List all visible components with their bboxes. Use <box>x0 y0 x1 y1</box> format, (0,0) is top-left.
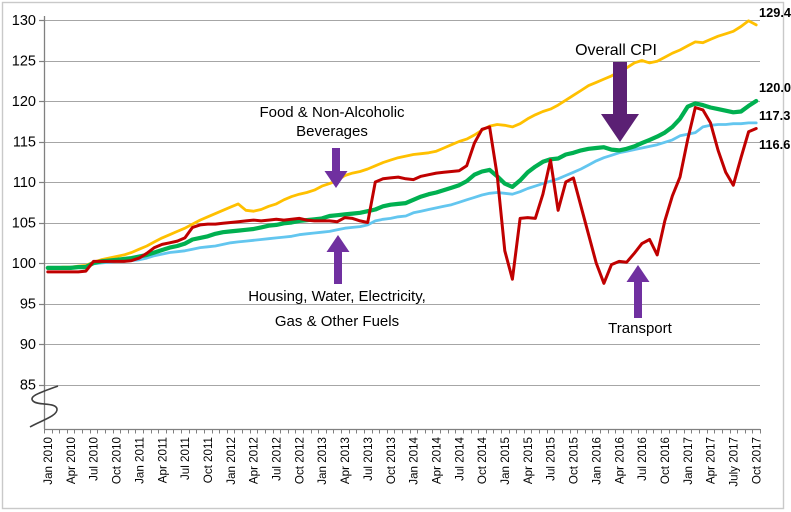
series-line-food <box>46 19 758 270</box>
x-axis-label: Jul 2016 <box>636 437 649 481</box>
x-axis-label: Jan 2012 <box>225 437 238 485</box>
x-axis-label: Apr 2011 <box>156 437 169 483</box>
x-axis-label: Apr 2017 <box>705 437 718 484</box>
y-axis-label: 90 <box>20 337 36 353</box>
x-axis-label: Oct 2012 <box>293 437 306 484</box>
x-axis-label: Jan 2011 <box>133 437 146 484</box>
end-label-food: 129.4 <box>759 5 791 20</box>
y-axis-label: 125 <box>12 54 36 70</box>
annotation-cpi-text: Overall CPI <box>575 42 657 59</box>
series-line-housing <box>46 121 758 270</box>
x-axis-label: Oct 2011 <box>202 437 215 483</box>
x-axis-label: Jul 2014 <box>453 436 466 480</box>
series-line-overall-cpi <box>45 98 759 270</box>
x-axis-label: Apr 2013 <box>339 437 352 484</box>
y-axis-label: 120 <box>12 94 36 110</box>
x-axis-label: Jul 2012 <box>271 437 284 481</box>
y-axis-label: 130 <box>12 13 36 29</box>
x-axis-label: Oct 2010 <box>111 437 124 484</box>
x-axis-label: Jan 2017 <box>682 437 695 485</box>
y-axis-label: 95 <box>20 297 36 313</box>
annotation-food-text: Beverages <box>296 123 368 140</box>
annotation-transport-arrow-icon <box>626 265 650 318</box>
axis-break-squiggle <box>29 385 59 428</box>
x-axis-label: Jan 2015 <box>499 437 512 485</box>
annotation-food-text: Food & Non-Alcoholic <box>259 104 405 121</box>
x-axis-label: Jul 2013 <box>362 437 375 481</box>
y-axis-label: 115 <box>13 135 36 151</box>
x-axis-label: Oct 2017 <box>750 437 763 484</box>
y-axis-label: 105 <box>12 216 36 232</box>
x-axis-label: Apr 2012 <box>248 437 261 484</box>
annotation-cpi-arrow-icon <box>601 62 639 142</box>
x-axis-label: Apr 2015 <box>522 437 535 484</box>
x-axis-label: Oct 2016 <box>659 437 672 484</box>
y-axis-label: 100 <box>12 256 36 272</box>
x-axis-label: Oct 2015 <box>568 437 581 484</box>
x-axis-label: Jan 2013 <box>316 437 329 485</box>
series-line-transport <box>46 106 758 285</box>
x-axis-label: Jan 2014 <box>408 436 421 484</box>
x-axis-label: Oct 2013 <box>385 437 398 484</box>
x-axis-label: Jan 2010 <box>42 437 55 485</box>
end-label-overall-cpi: 120.0 <box>759 80 791 95</box>
x-axis-label: Jul 2015 <box>545 437 558 481</box>
y-axis-label: 85 <box>20 378 36 394</box>
y-axis-label: 110 <box>13 175 36 191</box>
x-axis-label: Apr 2016 <box>613 437 626 484</box>
annotation-housing-text: Gas & Other Fuels <box>275 313 399 330</box>
annotation-housing-arrow-icon <box>326 235 350 284</box>
x-axis-label: Apr 2014 <box>431 436 444 484</box>
end-label-housing: 117.3 <box>759 108 790 123</box>
annotation-transport-text: Transport <box>608 320 672 337</box>
x-axis-label: Oct 2014 <box>476 436 489 484</box>
x-axis-label: Jan 2016 <box>590 437 603 485</box>
x-axis-label: Jul 2011 <box>179 437 192 480</box>
x-axis-label: Apr 2010 <box>65 437 78 484</box>
annotation-food-arrow-icon <box>324 148 348 188</box>
x-axis-label: Jul 2010 <box>88 437 101 481</box>
annotation-housing-text: Housing, Water, Electricity, <box>248 288 426 305</box>
x-axis-label: July 2017 <box>728 437 741 487</box>
end-label-transport: 116.6 <box>759 137 790 152</box>
